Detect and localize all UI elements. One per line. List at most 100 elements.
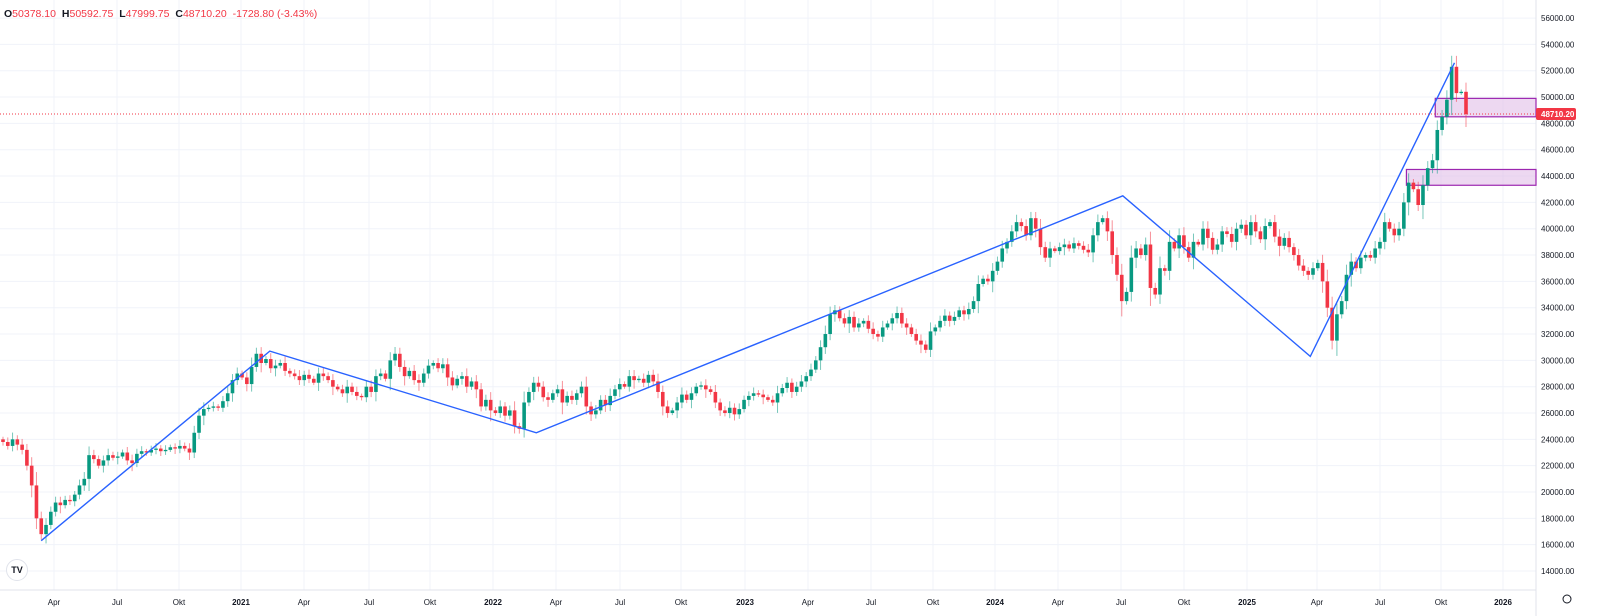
candle-body [221, 401, 225, 408]
candle-body [1162, 268, 1167, 271]
candle-body [780, 388, 785, 394]
candle-body [555, 389, 560, 394]
candle-body [813, 360, 818, 370]
candle-body [326, 376, 330, 381]
candle-body [383, 373, 388, 379]
candle-body [101, 460, 106, 466]
candle-body [503, 406, 507, 416]
candle-body [1282, 237, 1287, 246]
time-axis-label: Jul [1116, 598, 1126, 607]
candle-body [909, 327, 914, 335]
candle-body [904, 323, 909, 328]
candle-body [570, 395, 574, 400]
candle-body [182, 445, 187, 449]
candle-body [1206, 228, 1210, 238]
candle-body [354, 391, 359, 396]
candle-body [1244, 224, 1248, 236]
zigzag-trendline [40, 62, 1456, 542]
candle-body [402, 366, 407, 377]
candle-body [398, 353, 402, 367]
time-axis-label: Apr [48, 598, 61, 607]
candle-body [158, 448, 163, 452]
candle-body [847, 316, 852, 324]
candle-body [890, 318, 895, 324]
tradingview-logo-icon[interactable]: TV [6, 559, 28, 581]
candle-body [1449, 66, 1454, 100]
candle-body [1268, 222, 1272, 227]
candle-body [412, 370, 416, 381]
candle-body [82, 478, 87, 486]
candle-body [130, 460, 134, 464]
candle-body [68, 499, 72, 502]
candle-body [665, 406, 670, 414]
price-axis-label: 36000.00 [1541, 277, 1575, 286]
candle-body [1229, 233, 1234, 242]
candle-body [350, 386, 354, 392]
candle-body [163, 449, 168, 452]
candle-body [63, 499, 67, 506]
candle-body [1119, 274, 1124, 302]
time-axis-label: Apr [550, 598, 563, 607]
ohlc-legend: O50378.10 H50592.75 L47999.75 C48710.20 … [4, 8, 320, 20]
candle-body [857, 323, 861, 328]
candle-body [283, 362, 287, 371]
candle-body [321, 373, 326, 377]
candle-body [96, 459, 101, 466]
candle-body [460, 376, 464, 379]
candle-body [331, 380, 335, 387]
candle-body [120, 452, 125, 457]
candle-body [699, 385, 703, 387]
candle-body [689, 393, 694, 400]
candle-body [1421, 185, 1425, 206]
candle-body [1062, 244, 1067, 248]
candle-body [837, 310, 842, 319]
candle-body [1172, 241, 1177, 249]
candle-body [1029, 218, 1033, 236]
candle-body [1014, 222, 1019, 232]
candle-body [971, 301, 976, 310]
time-axis-label: Jul [364, 598, 374, 607]
candle-body [766, 397, 770, 400]
candle-body [1086, 249, 1091, 253]
chart-settings-icon[interactable] [1562, 594, 1572, 604]
candle-body [240, 373, 244, 378]
time-axis-label: Okt [173, 598, 186, 607]
candle-body [923, 344, 928, 350]
time-axis-label: Okt [927, 598, 940, 607]
candle-body [168, 447, 173, 450]
candle-body [1249, 222, 1253, 236]
candle-body [340, 389, 345, 394]
candle-body [254, 353, 259, 367]
candle-body [613, 389, 617, 396]
candle-body [1296, 255, 1301, 266]
candle-body [1019, 222, 1024, 227]
price-axis-label: 44000.00 [1541, 172, 1575, 181]
candle-body [1387, 222, 1392, 229]
candle-body [651, 374, 656, 382]
candle-body [1344, 274, 1349, 302]
candle-body [622, 384, 627, 387]
candle-body [469, 381, 474, 387]
candle-body [1000, 248, 1005, 262]
candle-body [1339, 301, 1344, 315]
candle-body [871, 328, 875, 335]
candle-body [421, 373, 426, 383]
candle-body [579, 386, 584, 394]
candle-body [756, 393, 761, 395]
candle-body [1287, 237, 1291, 248]
candle-body [1392, 228, 1397, 236]
candle-body [1406, 182, 1411, 203]
candle-body [1053, 248, 1057, 252]
candle-body [790, 382, 794, 392]
candle-body [49, 511, 53, 525]
time-axis-label: 2022 [484, 598, 502, 607]
candle-body [139, 451, 144, 454]
candle-body [1378, 241, 1382, 249]
price-axis-label: 20000.00 [1541, 488, 1575, 497]
candle-body [216, 406, 220, 408]
candle-body [594, 410, 598, 415]
candle-body [87, 455, 91, 479]
candle-body [1435, 129, 1440, 161]
